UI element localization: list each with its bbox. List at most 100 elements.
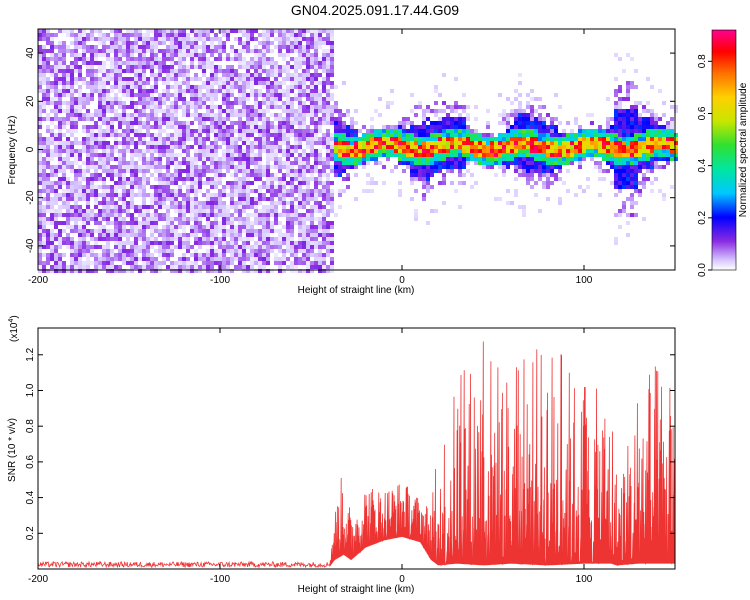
spectrogram-cell bbox=[82, 141, 86, 145]
spectrogram-cell bbox=[42, 89, 46, 93]
spectrogram-cell bbox=[282, 177, 286, 181]
spectrogram-cell bbox=[374, 137, 378, 141]
spectrogram-cell bbox=[394, 137, 398, 141]
spectrogram-cell bbox=[114, 173, 118, 177]
spectrogram-cell bbox=[114, 53, 118, 57]
spectrogram-cell bbox=[306, 209, 310, 213]
spectrogram-cell bbox=[262, 265, 266, 269]
spectrogram-cell bbox=[270, 81, 274, 85]
spectrogram-cell bbox=[290, 121, 294, 125]
spectrogram-cell bbox=[162, 181, 166, 185]
spectrogram-cell bbox=[438, 145, 442, 149]
spectrogram-cell bbox=[522, 157, 526, 161]
spectrogram-cell bbox=[266, 205, 270, 209]
spectrogram-cell bbox=[282, 173, 286, 177]
spectrogram-cell bbox=[174, 53, 178, 57]
spectrogram-cell bbox=[282, 201, 286, 205]
spectrogram-cell bbox=[126, 33, 130, 37]
spectrogram-cell bbox=[102, 185, 106, 189]
spectrogram-cell bbox=[226, 101, 230, 105]
spectrogram-cell bbox=[278, 189, 282, 193]
spectrogram-cell bbox=[118, 53, 122, 57]
spectrogram-cell bbox=[58, 205, 62, 209]
spectrogram-cell bbox=[90, 29, 94, 33]
spectrogram-cell bbox=[306, 233, 310, 237]
spectrogram-cell bbox=[170, 41, 174, 45]
spectrogram-cell bbox=[150, 221, 154, 225]
spectrogram-cell bbox=[326, 161, 330, 165]
spectrogram-cell bbox=[174, 137, 178, 141]
spectrogram-cell bbox=[82, 101, 86, 105]
spectrogram-cell bbox=[162, 109, 166, 113]
spectrogram-cell bbox=[286, 93, 290, 97]
spectrogram-cell bbox=[610, 149, 614, 153]
spectrogram-cell bbox=[618, 109, 622, 113]
spectrogram-cell bbox=[182, 61, 186, 65]
spectrogram-cell bbox=[174, 237, 178, 241]
spectrogram-cell bbox=[166, 145, 170, 149]
spectrogram-cell bbox=[638, 125, 642, 129]
spectrogram-cell bbox=[58, 161, 62, 165]
spectrogram-cell bbox=[474, 141, 478, 145]
spectrogram-cell bbox=[210, 149, 214, 153]
spectrogram-cell bbox=[302, 165, 306, 169]
spectrogram-cell bbox=[62, 117, 66, 121]
spectrogram-cell bbox=[130, 173, 134, 177]
spectrogram-cell bbox=[370, 125, 374, 129]
spectrogram-cell bbox=[86, 109, 90, 113]
spectrogram-cell bbox=[154, 269, 158, 273]
spectrogram-cell bbox=[162, 77, 166, 81]
spectrogram-cell bbox=[454, 133, 458, 137]
spectrogram-cell bbox=[478, 153, 482, 157]
spectrogram-cell bbox=[50, 257, 54, 261]
spectrogram-cell bbox=[618, 57, 622, 61]
spectrogram-cell bbox=[114, 265, 118, 269]
spectrogram-cell bbox=[194, 101, 198, 105]
spectrogram-cell bbox=[254, 65, 258, 69]
spectrogram-cell bbox=[130, 125, 134, 129]
spectrogram-cell bbox=[90, 141, 94, 145]
spectrogram-cell bbox=[430, 145, 434, 149]
spectrogram-cell bbox=[106, 189, 110, 193]
spectrogram-cell bbox=[110, 129, 114, 133]
spectrogram-cell bbox=[178, 141, 182, 145]
spectrogram-cell bbox=[146, 125, 150, 129]
spectrogram-cell bbox=[198, 189, 202, 193]
spectrogram-cell bbox=[514, 189, 518, 193]
spectrogram-cell bbox=[74, 49, 78, 53]
spectrogram-cell bbox=[62, 193, 66, 197]
spectrogram-cell bbox=[322, 193, 326, 197]
spectrogram-cell bbox=[314, 133, 318, 137]
spectrogram-cell bbox=[246, 65, 250, 69]
spectrogram-cell bbox=[250, 49, 254, 53]
spectrogram-cell bbox=[182, 269, 186, 273]
spectrogram-cell bbox=[86, 153, 90, 157]
spectrogram-cell bbox=[106, 261, 110, 265]
spectrogram-cell bbox=[430, 121, 434, 125]
spectrogram-cell bbox=[410, 157, 414, 161]
spectrogram-cell bbox=[538, 161, 542, 165]
spectrogram-cell bbox=[538, 173, 542, 177]
spectrogram-cell bbox=[222, 117, 226, 121]
spectrogram-cell bbox=[242, 29, 246, 33]
spectrogram-cell bbox=[214, 201, 218, 205]
spectrogram-cell bbox=[174, 209, 178, 213]
spectrogram-cell bbox=[246, 221, 250, 225]
spectrogram-cell bbox=[134, 61, 138, 65]
spectrogram-cell bbox=[202, 149, 206, 153]
spectrogram-cell bbox=[50, 73, 54, 77]
spectrogram-cell bbox=[122, 221, 126, 225]
spectrogram-cell bbox=[262, 81, 266, 85]
spectrogram-cell bbox=[254, 57, 258, 61]
spectrogram-cell bbox=[518, 145, 522, 149]
spectrogram-cell bbox=[426, 161, 430, 165]
spectrogram-cell bbox=[562, 133, 566, 137]
spectrogram-cell bbox=[442, 141, 446, 145]
spectrogram-cell bbox=[90, 165, 94, 169]
spectrogram-cell bbox=[242, 121, 246, 125]
spectrogram-cell bbox=[186, 89, 190, 93]
spectrogram-cell bbox=[86, 45, 90, 49]
spectrogram-cell bbox=[78, 213, 82, 217]
spectrogram-cell bbox=[254, 189, 258, 193]
spectrogram-cell bbox=[118, 181, 122, 185]
